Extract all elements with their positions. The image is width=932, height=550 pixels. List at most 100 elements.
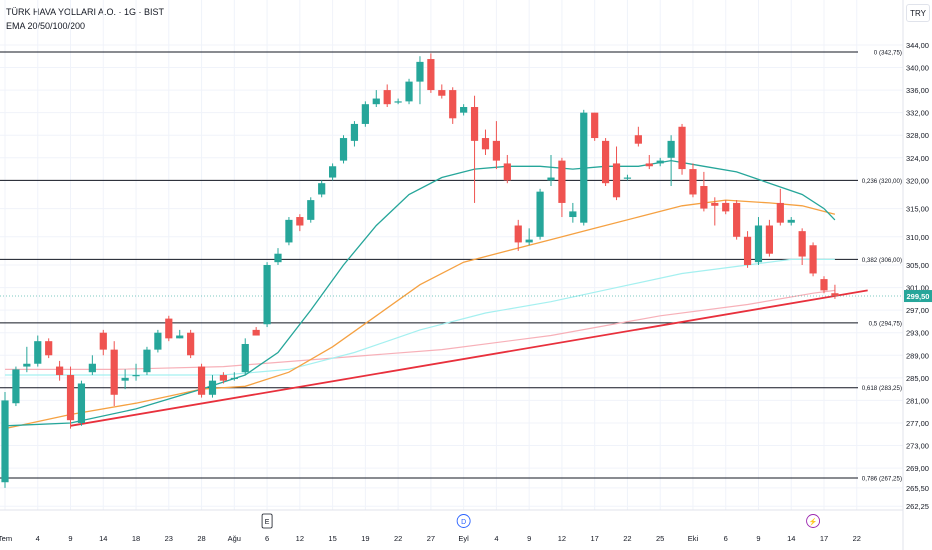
candle-body[interactable]: [361, 104, 369, 124]
candle-body[interactable]: [678, 126, 686, 170]
candle-body[interactable]: [645, 163, 653, 167]
candle-body[interactable]: [787, 219, 795, 223]
candle-body[interactable]: [558, 160, 566, 203]
ema100-line[interactable]: [5, 258, 835, 376]
candle-body[interactable]: [503, 163, 511, 181]
candle-body[interactable]: [438, 90, 446, 96]
time-axis-label: 12: [296, 534, 304, 543]
candle-body[interactable]: [339, 138, 348, 161]
candle-body[interactable]: [165, 318, 173, 339]
candle-body[interactable]: [416, 61, 424, 82]
candle-body[interactable]: [809, 245, 817, 274]
candle-body[interactable]: [481, 138, 490, 150]
candle-body[interactable]: [350, 123, 359, 141]
time-axis-label: 15: [328, 534, 336, 543]
candle-body[interactable]: [230, 377, 238, 380]
candle-body[interactable]: [66, 375, 75, 421]
earnings-marker[interactable]: [261, 513, 273, 529]
moving-averages: [4, 159, 836, 430]
candle-body[interactable]: [318, 183, 326, 195]
candle-body[interactable]: [547, 177, 555, 181]
candle-body[interactable]: [700, 186, 708, 209]
candle-body[interactable]: [372, 98, 380, 105]
candle-body[interactable]: [12, 369, 20, 404]
candle-body[interactable]: [187, 332, 195, 356]
candle-body[interactable]: [612, 163, 621, 198]
candle-body[interactable]: [252, 329, 260, 336]
candle-body[interactable]: [121, 377, 129, 381]
candle-body[interactable]: [56, 366, 64, 376]
candle-body[interactable]: [722, 202, 730, 212]
dividend-marker[interactable]: [456, 514, 471, 528]
candle-body[interactable]: [776, 202, 784, 223]
ema200-line[interactable]: [5, 289, 835, 370]
candle-body[interactable]: [470, 107, 479, 141]
candle-body[interactable]: [23, 363, 31, 367]
price-axis-label: 277,00: [906, 419, 929, 428]
candle-body[interactable]: [656, 160, 664, 164]
fib-level-label: 0,5 (294,75): [869, 320, 902, 327]
candle-body[interactable]: [580, 112, 588, 223]
candle-body[interactable]: [602, 140, 610, 184]
candle-body[interactable]: [383, 90, 391, 105]
trendline[interactable]: [70, 289, 868, 427]
candle-body[interactable]: [77, 383, 86, 423]
candle-body[interactable]: [99, 332, 107, 350]
candle-body[interactable]: [197, 366, 206, 395]
candle-body[interactable]: [405, 81, 413, 102]
candle-body[interactable]: [1, 400, 9, 483]
candle-body[interactable]: [754, 225, 763, 263]
candle-body[interactable]: [45, 341, 53, 356]
candle-body[interactable]: [667, 140, 675, 158]
ema20-line[interactable]: [4, 159, 836, 427]
time-axis-label: 6: [265, 534, 269, 543]
candle-body[interactable]: [241, 343, 249, 373]
candle-body[interactable]: [285, 219, 293, 243]
candle-body[interactable]: [765, 225, 773, 254]
candle-body[interactable]: [536, 191, 544, 237]
candle-body[interactable]: [820, 279, 828, 291]
candle-body[interactable]: [449, 90, 457, 119]
candle-body[interactable]: [623, 177, 632, 179]
currency-button[interactable]: TRY: [906, 4, 930, 22]
candle-body[interactable]: [711, 202, 719, 206]
fib-label-bg: [858, 175, 903, 186]
candle-body[interactable]: [263, 265, 271, 325]
candle-body[interactable]: [460, 107, 468, 113]
candle-body[interactable]: [34, 341, 42, 364]
candle-body[interactable]: [591, 112, 599, 139]
price-axis-label: 269,00: [906, 464, 929, 473]
candle-body[interactable]: [329, 166, 337, 178]
candle-body[interactable]: [307, 200, 315, 220]
candle-body[interactable]: [219, 375, 227, 381]
candle-body[interactable]: [798, 231, 806, 257]
candle-body[interactable]: [394, 101, 402, 103]
event-markers: E D ⚡: [261, 513, 821, 529]
candle-body[interactable]: [831, 293, 839, 297]
candle-body[interactable]: [743, 236, 752, 265]
candle-body[interactable]: [110, 349, 118, 395]
candle-body[interactable]: [154, 332, 162, 350]
candle-body[interactable]: [569, 211, 577, 218]
candle-body[interactable]: [88, 363, 96, 373]
current-price-label: 299,50: [907, 292, 930, 301]
candle-body[interactable]: [733, 202, 741, 237]
candle-body[interactable]: [525, 239, 533, 243]
candle-body[interactable]: [208, 380, 217, 395]
candle-body[interactable]: [132, 375, 140, 377]
candle-body[interactable]: [514, 225, 522, 243]
candle-body[interactable]: [492, 140, 500, 161]
candle-body[interactable]: [634, 135, 642, 144]
candle-body[interactable]: [296, 217, 304, 226]
candle-body[interactable]: [274, 253, 282, 263]
ema50-line[interactable]: [4, 199, 836, 430]
candle-body[interactable]: [143, 349, 151, 373]
candle-body[interactable]: [176, 335, 184, 339]
candle-body[interactable]: [427, 59, 435, 91]
time-axis-label: 22: [394, 534, 402, 543]
split-marker[interactable]: [806, 514, 821, 528]
price-axis-label: 305,00: [906, 261, 929, 270]
candle-body[interactable]: [689, 169, 697, 195]
indicator-legend[interactable]: EMA 20/50/100/200: [6, 21, 86, 31]
